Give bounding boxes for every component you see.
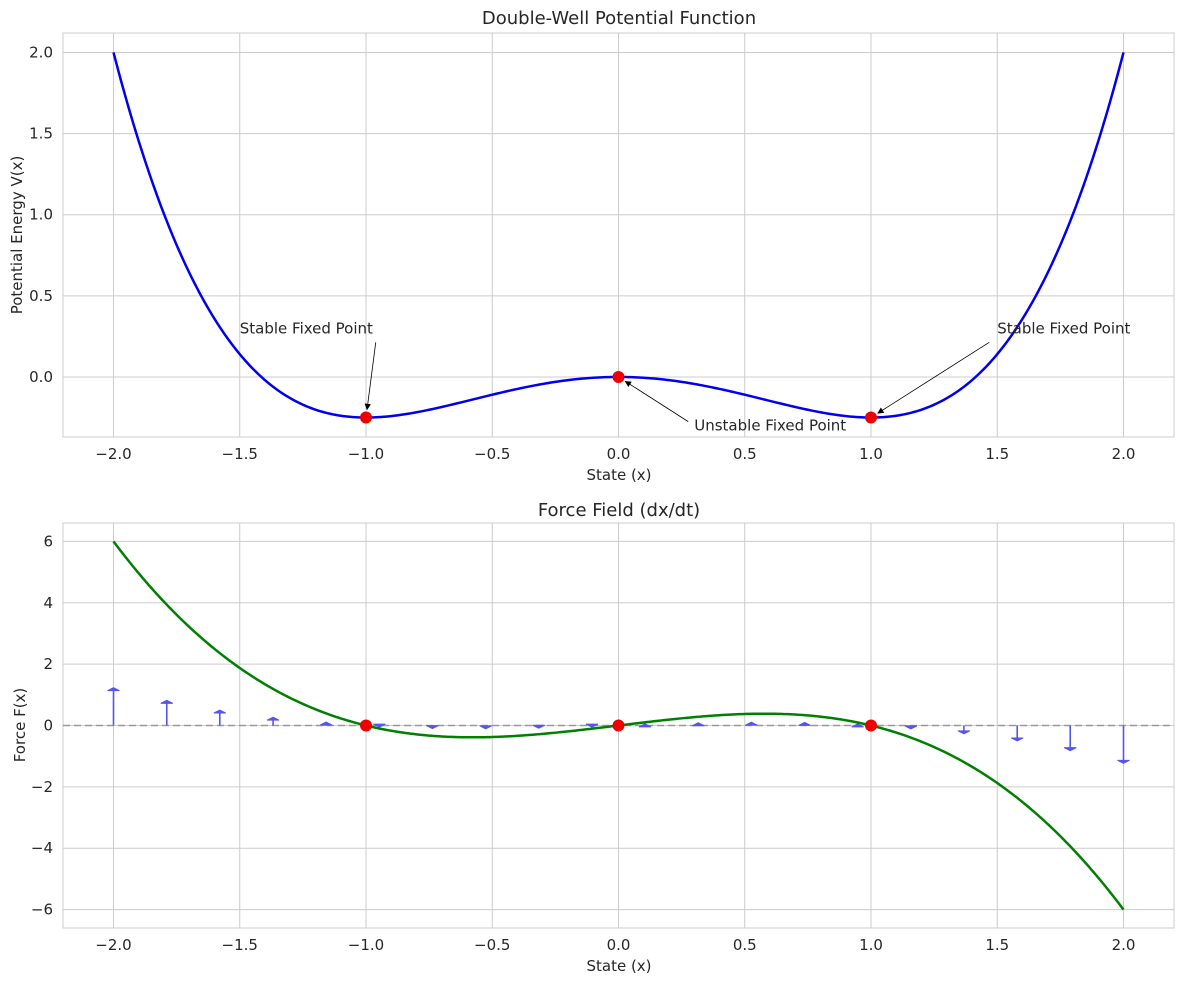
force-arrow-head	[532, 724, 545, 729]
force-arrow	[160, 699, 174, 726]
force-arrow	[585, 723, 599, 728]
force-arrow	[745, 721, 758, 726]
y-tick-label: 1.5	[29, 125, 53, 143]
force-arrow-head	[160, 699, 174, 704]
force-arrow	[479, 725, 492, 730]
annotation-arrow	[877, 341, 990, 414]
force-arrow	[107, 687, 120, 726]
potential-x-axis-label: State (x)	[586, 466, 651, 484]
force-arrow	[851, 723, 864, 728]
fixed-point-marker	[612, 370, 625, 383]
force-arrow	[1063, 725, 1077, 752]
x-tick-label: 1.0	[859, 445, 883, 463]
x-tick-label: 2.0	[1112, 936, 1136, 954]
force-arrow	[1010, 725, 1024, 742]
x-tick-label: 2.0	[1112, 445, 1136, 463]
force-arrow	[532, 724, 545, 729]
x-tick-label: −1.0	[348, 936, 384, 954]
force-arrow	[373, 723, 386, 728]
force-title: Force Field (dx/dt)	[538, 500, 700, 521]
force-arrow-head	[1010, 737, 1024, 742]
force-arrow-head	[745, 721, 758, 726]
y-tick-label: 2.0	[29, 43, 53, 61]
force-arrow	[266, 716, 280, 726]
annotation-label: Stable Fixed Point	[997, 319, 1130, 337]
annotation-label: Unstable Fixed Point	[694, 417, 846, 435]
fixed-point-marker	[360, 719, 372, 732]
force-arrow-head	[904, 725, 918, 730]
force-arrow	[1117, 725, 1130, 764]
force-arrow	[426, 725, 439, 730]
force-arrow	[957, 725, 971, 735]
force-arrow-head	[266, 716, 280, 721]
y-tick-label: −2	[31, 778, 53, 796]
force-arrow-head	[319, 721, 333, 726]
x-tick-label: 0.0	[607, 445, 631, 463]
force-arrow	[798, 721, 811, 726]
y-tick-label: −6	[31, 901, 53, 919]
x-tick-label: 0.5	[733, 936, 757, 954]
y-tick-label: −4	[31, 839, 53, 857]
x-tick-label: −2.0	[95, 445, 131, 463]
force-arrow-head	[107, 687, 120, 692]
force-arrow	[904, 725, 918, 730]
y-tick-label: 6	[43, 532, 53, 550]
y-tick-label: 4	[43, 594, 53, 612]
x-tick-label: −2.0	[95, 936, 131, 954]
fixed-point-marker	[865, 719, 877, 732]
fixed-point-marker	[865, 411, 877, 424]
force-arrow-head	[638, 723, 652, 728]
force-arrow-head	[1117, 759, 1130, 764]
y-tick-label: 1.0	[29, 206, 53, 224]
y-tick-label: 0.5	[29, 287, 53, 305]
y-tick-label: 2	[43, 655, 53, 673]
x-tick-label: 1.0	[859, 936, 883, 954]
force-arrow-head	[957, 730, 971, 735]
x-tick-label: −1.5	[222, 445, 258, 463]
force-arrow-head	[798, 721, 811, 726]
x-tick-label: −1.5	[222, 936, 258, 954]
fixed-point-marker	[612, 719, 625, 732]
x-tick-label: −0.5	[474, 445, 510, 463]
x-tick-label: −1.0	[348, 445, 384, 463]
force-arrow	[692, 722, 705, 727]
force-arrow-head	[1063, 747, 1077, 752]
force-arrow-head	[373, 723, 386, 728]
force-arrow	[638, 723, 652, 728]
x-tick-label: −0.5	[474, 936, 510, 954]
annotation-arrow	[364, 342, 377, 411]
y-tick-label: 0	[43, 717, 53, 735]
force-panel: Force Field (dx/dt) −2.0 −1.5 −1.0 −0.5 0.0 0…	[11, 500, 1175, 975]
potential-title: Double-Well Potential Function	[482, 8, 756, 29]
force-arrow	[213, 709, 227, 726]
x-tick-label: 1.5	[985, 936, 1009, 954]
force-x-axis-label: State (x)	[586, 957, 651, 975]
annotation-label: Stable Fixed Point	[240, 319, 373, 337]
force-arrow	[319, 721, 333, 726]
x-tick-label: 0.0	[607, 936, 631, 954]
force-arrow-head	[213, 709, 227, 714]
x-tick-label: 0.5	[733, 445, 757, 463]
annotation-arrow	[624, 380, 689, 422]
force-arrow-head	[692, 722, 705, 727]
potential-panel: Double-Well Potential Function −2.0 −1.5 −…	[8, 8, 1175, 484]
potential-y-axis-label: Potential Energy V(x)	[8, 156, 26, 315]
force-arrow-head	[851, 723, 864, 728]
force-y-axis-label: Force F(x)	[11, 688, 29, 763]
x-tick-label: 1.5	[985, 445, 1009, 463]
fixed-point-marker	[360, 411, 372, 424]
y-tick-label: 0.0	[29, 368, 53, 386]
force-arrow-head	[426, 725, 439, 730]
force-arrow-head	[585, 723, 599, 728]
force-arrow-head	[479, 725, 492, 730]
